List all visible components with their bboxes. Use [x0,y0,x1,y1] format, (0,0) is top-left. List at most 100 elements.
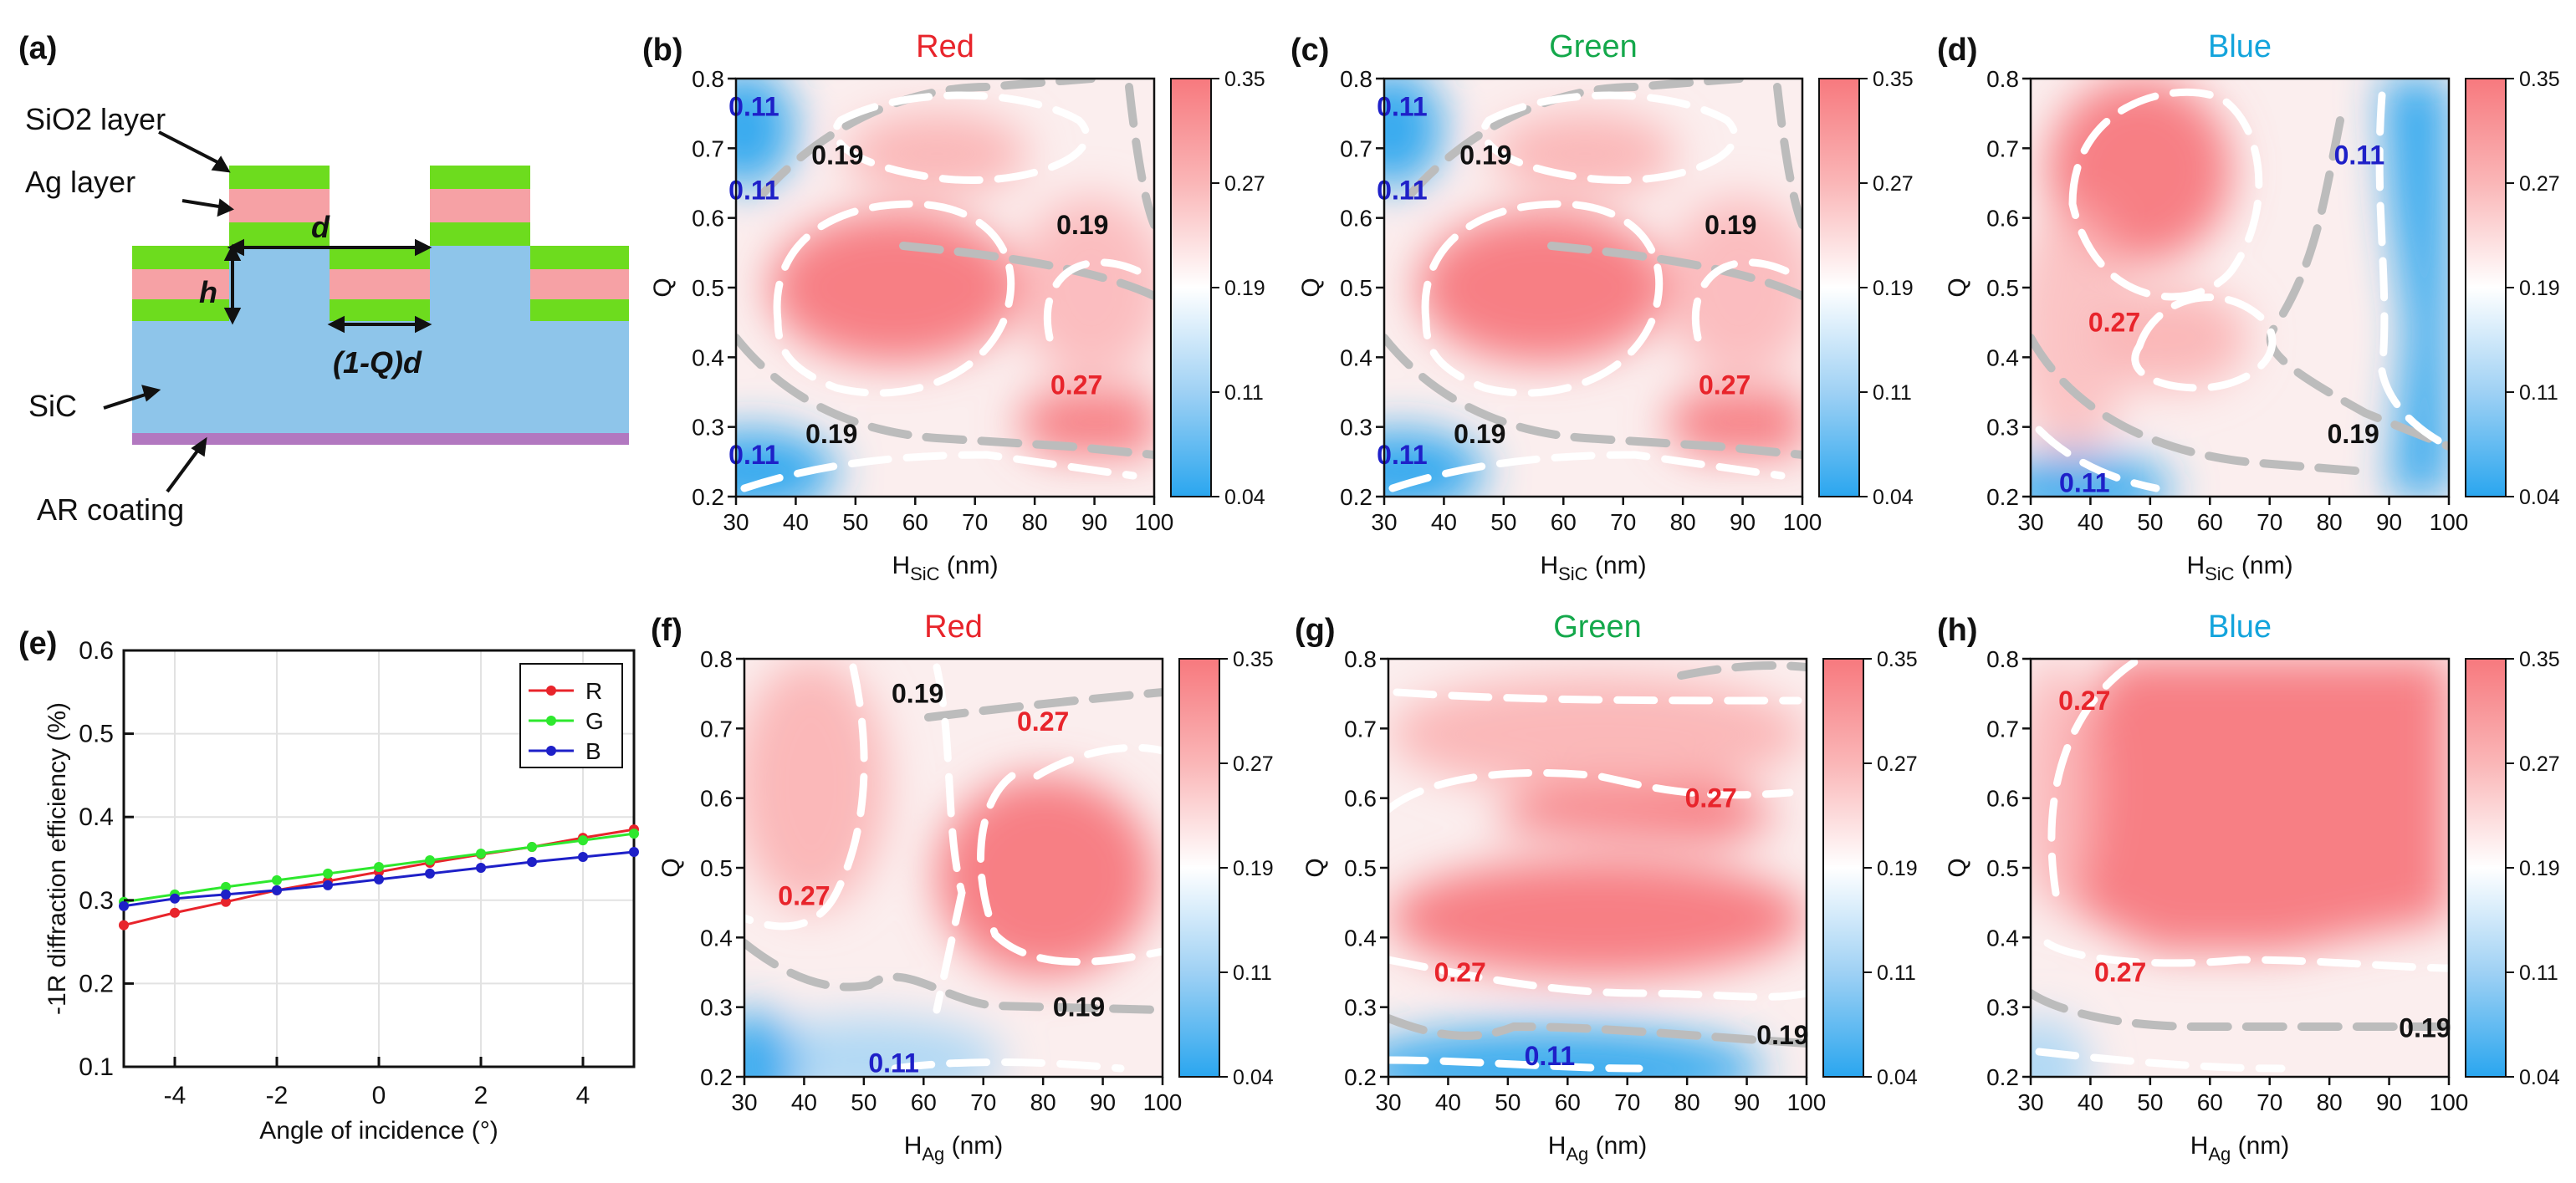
x-tick-label: 30 [723,509,749,535]
heatmap-region [744,1010,795,1077]
colorbar-tick-label: 0.35 [2519,68,2560,91]
y-tick-label: 0.2 [1986,1064,2019,1090]
sio2-bottom-1 [229,222,330,246]
colorbar-tick-label: 0.35 [1233,648,1274,671]
legend-label-G: G [585,708,604,734]
contour-line-white [773,200,1015,397]
y-tick-label: 0.4 [700,925,733,951]
x-axis-label: HAg (nm) [2190,1132,2290,1165]
x-tick-label: 100 [1143,1089,1183,1115]
x-tick-label: 100 [2430,1089,2469,1115]
contour-value-label: 0.19 [1454,419,1505,449]
heatmap-region [1493,112,1677,196]
panel-title-b: Red [916,29,974,64]
contour-value-label: 0.19 [1705,210,1756,240]
heatmap-region [2382,79,2449,497]
contour-value-label: 0.19 [2399,1013,2451,1043]
y-tick-label: 0.8 [1986,66,2019,92]
data-point-B [221,889,231,900]
contour-value-label: 0.27 [2058,686,2110,716]
colorbar-tick-label: 0.27 [1224,172,1265,196]
panel-label-g: (g) [1295,613,1336,648]
data-point-B [476,862,486,873]
sic-ridge-2 [430,246,530,321]
heatmap-region [1660,392,1802,455]
x-axis-label: HSiC (nm) [1540,552,1646,584]
y-tick-label: 0.6 [692,206,724,232]
x-axis-label-main: H [904,1132,923,1160]
y-tick-label: 0.6 [1340,206,1372,232]
x-axis-label-main: H [892,552,910,579]
x-tick-label: 50 [2137,1089,2163,1115]
colorbar-tick-label: 0.04 [1873,486,1914,509]
contour-line-white [1421,200,1664,397]
data-point-G [425,854,435,865]
x-tick-label: 40 [791,1089,817,1115]
panel-label-h: (h) [1937,613,1978,648]
contour-value-label: 0.27 [778,880,830,910]
contour-value-label: 0.11 [2059,467,2110,497]
x-tick-label: 90 [1081,509,1107,535]
contour-line-white [1033,743,1163,780]
x-tick-label: 100 [2430,509,2469,535]
contour-line-gray [736,334,1154,459]
heatmap-region [1384,79,1443,187]
contour-line-white [1388,451,1786,492]
panel-label-b: (b) [642,33,683,68]
x-tick-label: 90 [1730,509,1756,535]
colorbar-tick-label: 0.27 [2519,172,2560,196]
contour-line-gray [899,242,1154,300]
colorbar-tick-label: 0.04 [1877,1066,1918,1089]
contour-value-label: 0.27 [1434,957,1486,987]
contour-line-white [1388,768,1794,813]
data-point-R [221,896,231,907]
x-tick-label: 50 [851,1089,877,1115]
y-tick-label: 0.5 [692,275,724,301]
x-tick-label: 30 [2017,509,2043,535]
contour-line-white [1043,258,1142,342]
contour-line-gray [1125,83,1154,229]
y-tick-label: 0.2 [1986,484,2019,510]
x-axis-label-subscript: Ag [2208,1144,2231,1165]
colorbar-tick-label: 0.11 [1873,381,1912,405]
data-point-B [119,900,129,911]
heatmap-region [937,776,1154,976]
y-axis-label: Q [1944,858,1971,877]
x-axis-label-unit: (nm) [940,552,999,579]
x-axis-label: HAg (nm) [904,1132,1004,1165]
heatmap-g [1388,659,1807,1077]
ag-top-1 [229,189,330,222]
x-tick-label: 40 [1435,1089,1461,1115]
heatmap-panel-g: 0.27 0.27 0.19 0.11 30 40 50 60 70 80 90 100 0.2 0.3 0… [1295,609,1918,1165]
colorbar [1822,658,1864,1078]
ag-groove-right [530,269,629,299]
contour-line-white [2047,659,2144,897]
heatmap-panel-c: 0.11 0.19 0.11 0.19 0.27 0.19 0.11 30 40 50 60 70 80… [1291,29,1914,584]
x-tick-label: 100 [1787,1089,1827,1115]
y-tick-label: 0.4 [1340,344,1372,370]
y-tick-label: 0.8 [692,66,724,92]
panel-label-a: (a) [18,31,57,66]
data-point-G [374,861,384,872]
contour-line-white [977,772,1163,966]
y-tick-label: 0.6 [700,786,733,812]
x-tick-label: 90 [2376,1089,2402,1115]
contour-line-gray [757,79,1096,200]
x-tick-label: 60 [1551,509,1577,535]
data-point-G [578,835,588,846]
contour-line-gray [744,939,1163,1014]
x-tick-label: 2 [474,1082,488,1109]
h-dimension-label: h [199,275,217,309]
data-point-B [323,880,333,890]
x-axis-label-subscript: Ag [922,1144,944,1165]
legend-label-B: B [585,738,601,764]
contour-line-white [1480,91,1739,185]
colorbar-tick-label: 0.35 [1224,68,1265,91]
x-tick-label: 70 [1610,509,1636,535]
x-tick-label: 30 [2017,1089,2043,1115]
y-tick-label: 0.3 [1986,995,2019,1021]
d-dimension-label: d [311,210,330,244]
heatmap-panels: 0.11 0.19 0.11 0.19 0.27 0.19 0.11 30 40 50 60 70 80… [642,29,2560,1165]
heatmap-h [2031,659,2449,1077]
data-point-B [374,874,384,885]
